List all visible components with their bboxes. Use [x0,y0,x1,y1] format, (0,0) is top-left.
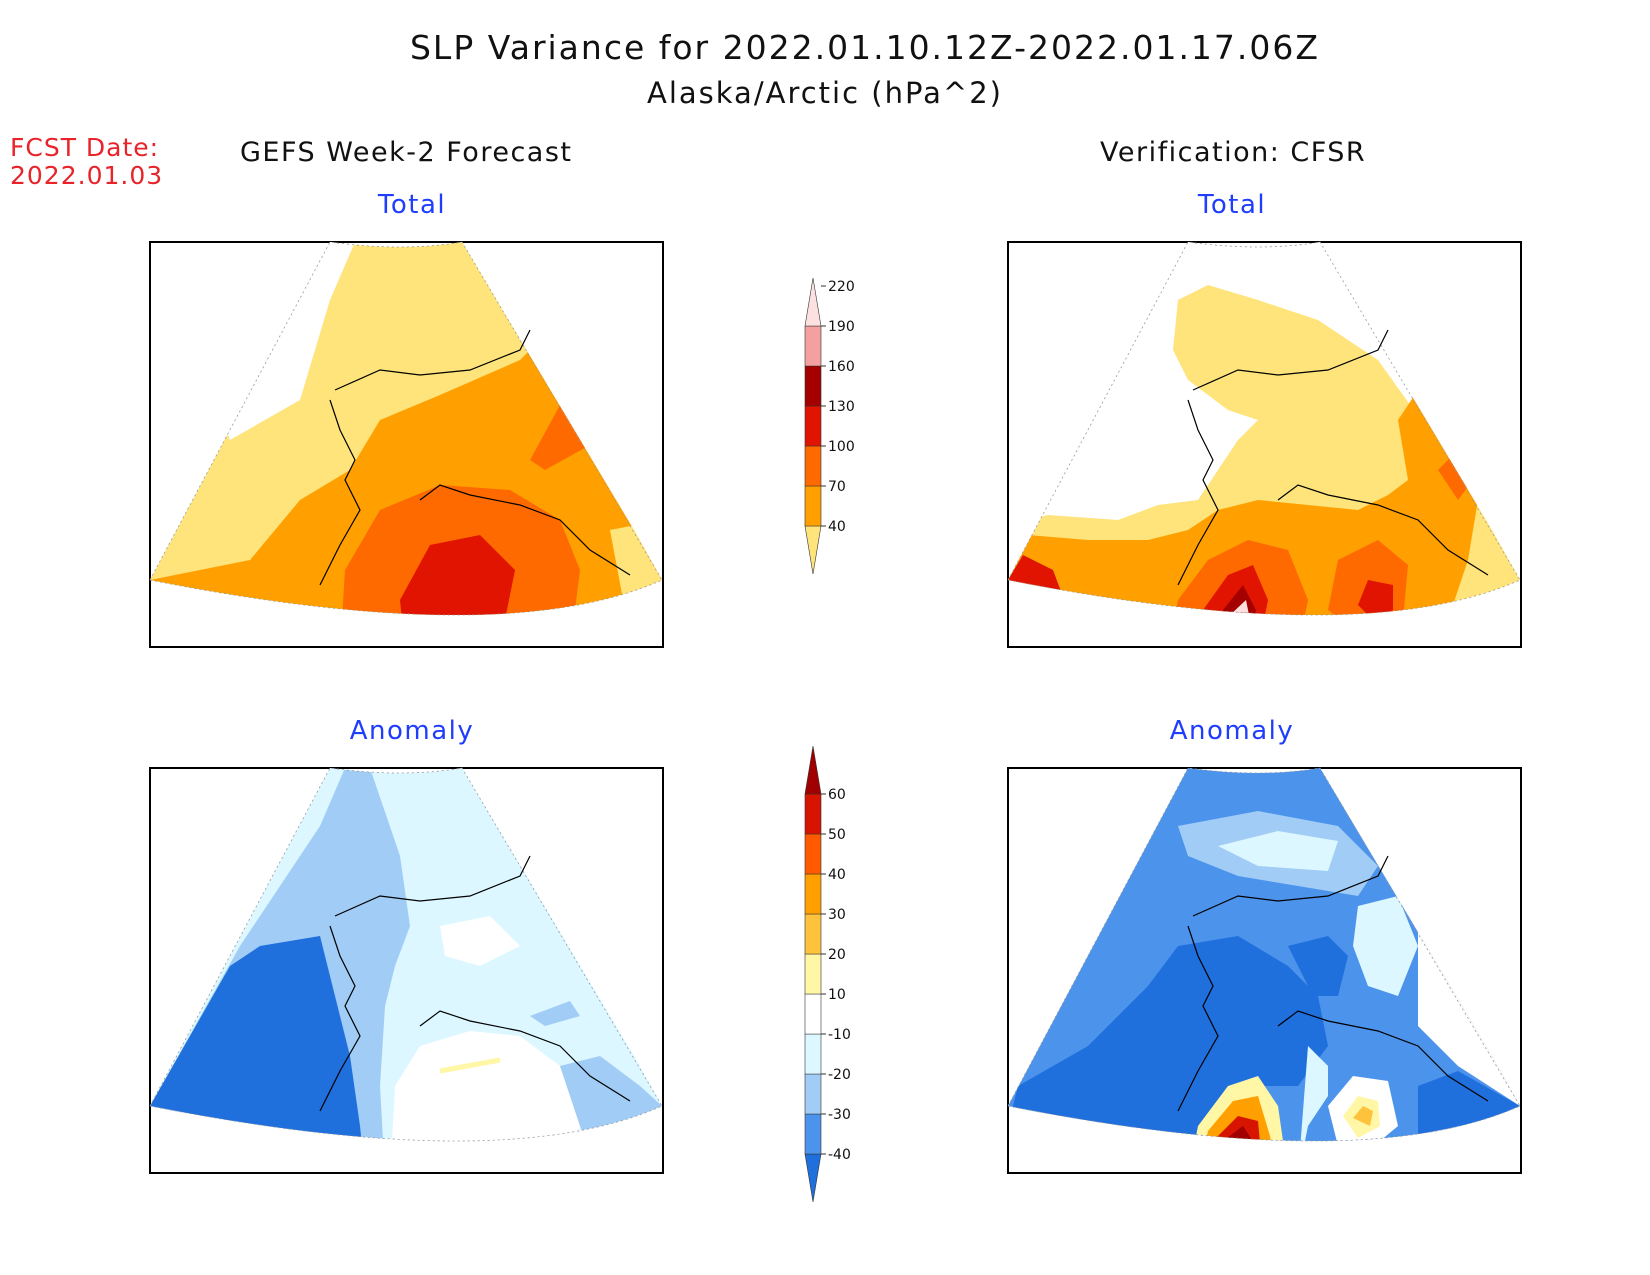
anomaly-colorbar-bin-3 [804,1033,822,1075]
anomaly-colorbar-tick-label-6: 30 [828,907,846,923]
total-colorbar-bin-3 [804,405,822,447]
anomaly-colorbar-bin-1 [804,1113,822,1155]
verification-total-title: Total [1197,190,1267,220]
anomaly-colorbar-tick-label-0: -40 [828,1147,851,1163]
total-colorbar-bin-2 [804,445,822,487]
anomaly-colorbar-tick-label-1: -30 [828,1107,851,1123]
forecast-total-map [149,241,664,648]
verification-column-title: Verification: CFSR [1100,137,1367,168]
chart-title: SLP Variance for 2022.01.10.12Z-2022.01.… [409,28,1321,67]
verification-total-map [1007,241,1522,648]
anomaly-colorbar: -40 -30 -20 -10 10 20 30 40 50 60 [804,745,851,1203]
total-colorbar-tick-label-4: 160 [828,359,855,375]
total-colorbar: 40 70 100 130 160 190 220 [804,277,855,575]
anomaly-colorbar-tick-label-5: 20 [828,947,846,963]
total-colorbar-bin-4 [804,365,822,407]
total-colorbar-tick-label-1: 70 [828,479,846,495]
total-colorbar-tick-label-2: 100 [828,439,855,455]
total-colorbar-bin-5 [804,325,822,367]
anomaly-colorbar-tick-label-8: 50 [828,827,846,843]
total-colorbar-tick-label-0: 40 [828,519,846,535]
anomaly-colorbar-tick-label-3: -10 [828,1027,851,1043]
anomaly-colorbar-tick-label-2: -20 [828,1067,851,1083]
verification-anomaly-title: Anomaly [1169,716,1295,746]
anomaly-colorbar-bin-9 [804,793,822,835]
anomaly-colorbar-bin-6 [804,913,822,955]
anomaly-colorbar-bin-10 [804,745,822,795]
anomaly-colorbar-bin-8 [804,833,822,875]
total-colorbar-bin-6 [804,277,822,327]
total-colorbar-tick-label-6: 220 [828,279,855,295]
anomaly-colorbar-tick-label-7: 40 [828,867,846,883]
anomaly-colorbar-tick-label-9: 60 [828,787,846,803]
anomaly-colorbar-tick-label-4: 10 [828,987,846,1003]
anomaly-colorbar-bin-4 [804,993,822,1035]
verification-anomaly-map [1007,767,1522,1174]
anomaly-colorbar-bin-7 [804,873,822,915]
forecast-total-title: Total [377,190,447,220]
total-colorbar-tick-label-3: 130 [828,399,855,415]
total-colorbar-bin-0 [804,525,822,575]
anomaly-colorbar-bin-2 [804,1073,822,1115]
forecast-column-title: GEFS Week-2 Forecast [240,137,573,168]
total-colorbar-bin-1 [804,485,822,527]
fcst-date-value: 2022.01.03 [10,161,164,190]
anomaly-colorbar-bin-0 [804,1153,822,1203]
total-colorbar-tick-label-5: 190 [828,319,855,335]
fcst-date-label: FCST Date: [10,133,160,162]
chart-subtitle: Alaska/Arctic (hPa^2) [647,76,1003,110]
forecast-anomaly-title: Anomaly [349,716,475,746]
anomaly-colorbar-bin-5 [804,953,822,995]
forecast-anomaly-map [149,767,664,1174]
